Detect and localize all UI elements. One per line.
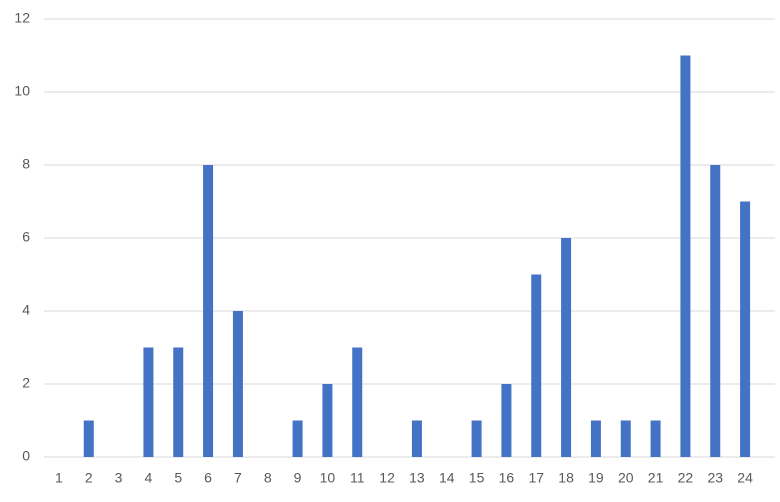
bar	[411, 420, 422, 457]
x-tick-label: 5	[174, 470, 182, 486]
y-tick-label: 10	[14, 83, 30, 99]
bar	[322, 384, 333, 457]
bar	[620, 420, 631, 457]
x-tick-label: 3	[115, 470, 123, 486]
x-tick-label: 4	[145, 470, 153, 486]
bar	[740, 201, 751, 457]
x-tick-label: 12	[379, 470, 395, 486]
x-tick-label: 1	[55, 470, 63, 486]
y-tick-label: 4	[22, 302, 30, 318]
x-tick-label: 22	[678, 470, 694, 486]
x-tick-label: 14	[439, 470, 455, 486]
bar	[471, 420, 482, 457]
bar	[203, 165, 214, 457]
x-tick-label: 16	[499, 470, 515, 486]
x-tick-label: 18	[558, 470, 574, 486]
bar	[590, 420, 601, 457]
x-tick-label: 6	[204, 470, 212, 486]
bar	[292, 420, 303, 457]
y-tick-label: 0	[22, 448, 30, 464]
bar	[680, 55, 691, 457]
x-tick-label: 17	[528, 470, 544, 486]
x-tick-label: 15	[469, 470, 485, 486]
bar	[83, 420, 94, 457]
y-tick-label: 12	[14, 10, 30, 26]
y-tick-label: 8	[22, 156, 30, 172]
x-tick-label: 23	[707, 470, 723, 486]
bar	[352, 347, 363, 457]
x-tick-label: 13	[409, 470, 425, 486]
x-tick-label: 11	[350, 470, 365, 486]
x-tick-label: 7	[234, 470, 242, 486]
bar	[561, 238, 572, 457]
x-tick-label: 9	[294, 470, 302, 486]
x-tick-label: 21	[648, 470, 664, 486]
x-tick-label: 10	[320, 470, 336, 486]
bar	[143, 347, 154, 457]
x-tick-label: 24	[737, 470, 753, 486]
x-tick-label: 8	[264, 470, 272, 486]
bar	[710, 165, 721, 457]
x-tick-label: 19	[588, 470, 604, 486]
bar	[650, 420, 661, 457]
bar	[501, 384, 512, 457]
bar	[232, 311, 243, 457]
y-tick-label: 6	[22, 229, 30, 245]
x-tick-label: 2	[85, 470, 93, 486]
bar	[173, 347, 184, 457]
x-tick-label: 20	[618, 470, 634, 486]
y-tick-label: 2	[22, 375, 30, 391]
bar	[531, 274, 542, 457]
